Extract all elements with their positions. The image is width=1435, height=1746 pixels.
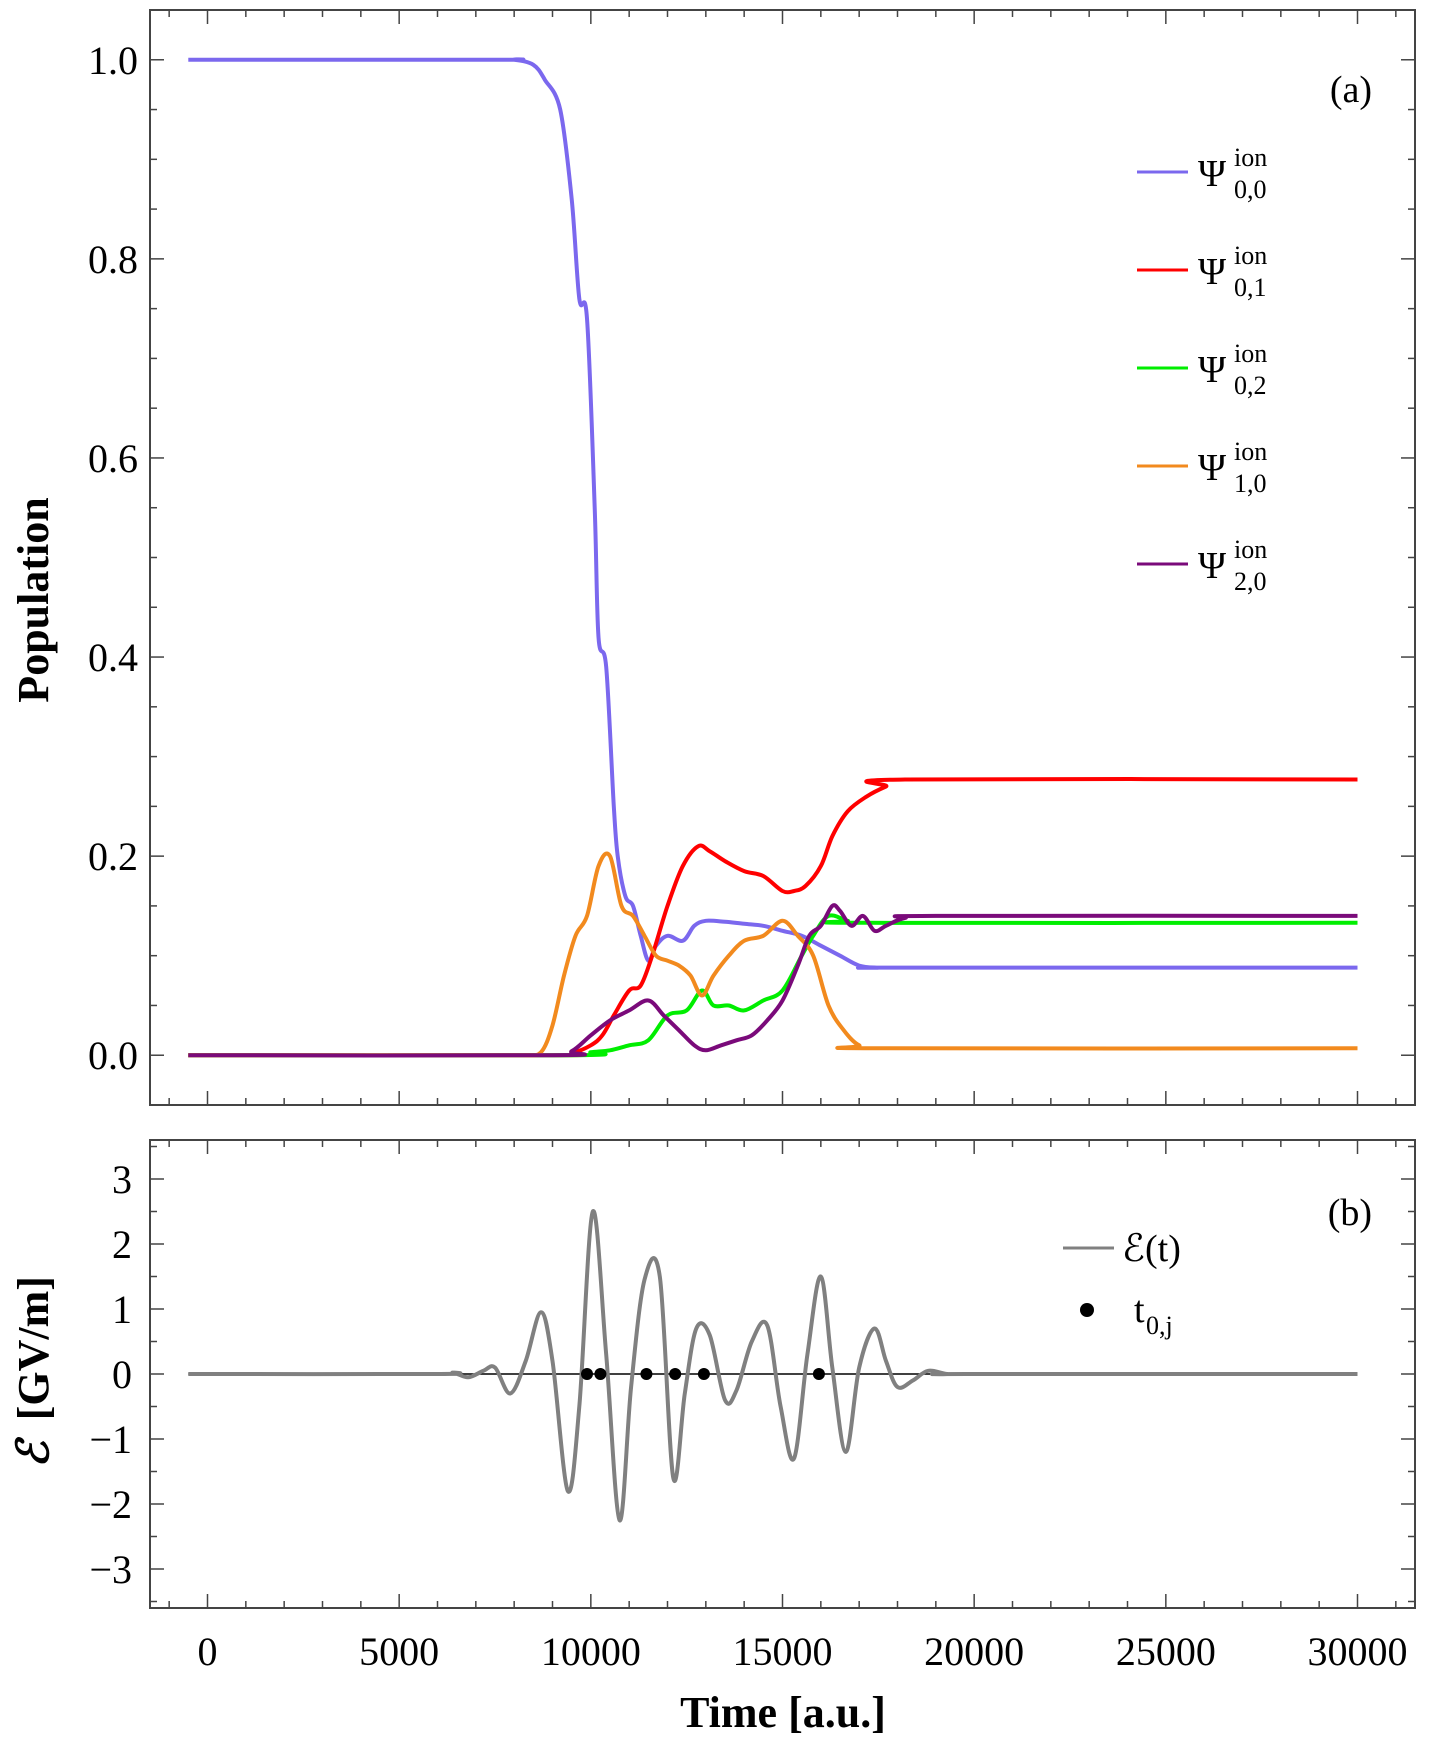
panel-a-series-line-2	[188, 913, 1358, 1058]
panel-b-ticks	[150, 1140, 1415, 1608]
panel-b-y-tick-label: 2	[112, 1222, 132, 1267]
panel-a-legend-sup: ion	[1234, 143, 1267, 172]
panel-a-legend-entry: Ψ	[1198, 251, 1226, 293]
panel-b-t0-point	[669, 1368, 682, 1380]
panel-b-legend-field-label: ℰ(t)	[1122, 1228, 1181, 1270]
panel-b-t0-point	[640, 1368, 653, 1380]
panel-a-y-tick-label: 0.0	[88, 1033, 138, 1078]
panel-a-y-tick-label: 0.6	[88, 436, 138, 481]
panel-b-y-axis-title: ℰ [GV/m]	[8, 1276, 59, 1468]
panel-b-y-tick-label: −3	[89, 1547, 132, 1592]
panel-b-x-tick-label: 5000	[359, 1629, 439, 1674]
panel-b-t0-point	[812, 1368, 825, 1380]
panel-a-label: (a)	[1330, 69, 1372, 111]
panel-b-x-tick-label: 0	[198, 1629, 218, 1674]
panel-b-label: (b)	[1328, 1192, 1372, 1234]
panel-b-series	[188, 1209, 1358, 1523]
panel-a-legend-sub: 2,0	[1234, 567, 1267, 596]
panel-a-legend-sup: ion	[1234, 437, 1267, 466]
panel-b: 3 2 1 0 −1 −2 −3 0 5000 10000 15000 20000 25000 3000…	[8, 1139, 1416, 1737]
panel-a-legend-sub: 0,0	[1234, 175, 1267, 204]
panel-b-x-tick-labels: 0 5000 10000 15000 20000 25000 30000	[198, 1629, 1408, 1674]
panel-b-x-tick-label: 15000	[733, 1629, 833, 1674]
panel-b-y-tick-label: −1	[89, 1417, 132, 1462]
panel-b-x-tick-label: 20000	[924, 1629, 1024, 1674]
panel-a-y-tick-label: 0.8	[88, 237, 138, 282]
panel-a-legend-entry: Ψ	[1198, 349, 1226, 391]
panel-b-y-axis-unit: [GV/m]	[9, 1276, 58, 1420]
panel-b-t0-point	[594, 1368, 607, 1380]
panel-b-x-tick-label: 10000	[541, 1629, 641, 1674]
panel-a-series-line-3	[188, 851, 1358, 1058]
panel-a-legend-sub: 1,0	[1234, 469, 1267, 498]
panel-a-legend-sup: ion	[1234, 339, 1267, 368]
panel-b-x-tick-label: 30000	[1308, 1629, 1408, 1674]
panel-b-points	[581, 1368, 825, 1380]
panel-b-y-tick-labels: 3 2 1 0 −1 −2 −3	[89, 1157, 132, 1592]
panel-b-y-tick-label: 1	[112, 1287, 132, 1332]
panel-a-series-line-0	[188, 57, 1358, 970]
panel-a-legend-sub: 0,1	[1234, 273, 1267, 302]
panel-b-y-tick-label: −2	[89, 1482, 132, 1527]
panel-b-legend: ℰ(t) t 0,j	[1063, 1228, 1181, 1340]
panel-b-y-tick-label: 0	[112, 1352, 132, 1397]
panel-a-legend-entry: Ψ	[1198, 153, 1226, 195]
panel-a-y-tick-label: 0.2	[88, 834, 138, 879]
panel-b-y-tick-label: 3	[112, 1157, 132, 1202]
panel-b-t0-point	[581, 1368, 593, 1380]
panel-b-field-line	[188, 1209, 1358, 1523]
panel-b-legend-point-sub: 0,j	[1146, 1311, 1173, 1340]
panel-b-legend-point-swatch	[1080, 1303, 1094, 1317]
panel-a-legend-entry: Ψ	[1198, 447, 1226, 489]
panel-a-series-line-1	[188, 776, 1358, 1058]
panel-a-ticks	[150, 10, 1415, 1105]
panel-a-legend-sup: ion	[1234, 535, 1267, 564]
panel-b-legend-point-label: t	[1134, 1289, 1145, 1331]
panel-a-legend-entry: Ψ	[1198, 545, 1226, 587]
panel-b-t0-point	[697, 1368, 710, 1380]
panel-a-legend-sup: ion	[1234, 241, 1267, 270]
panel-b-x-tick-label: 25000	[1116, 1629, 1216, 1674]
panel-a-series-line-4	[188, 903, 1358, 1058]
panel-a-legend-sub: 0,2	[1234, 371, 1267, 400]
panel-a-y-tick-label: 0.4	[88, 635, 138, 680]
panel-a-y-axis-title: Population	[9, 497, 58, 702]
panel-a-y-tick-label: 1.0	[88, 38, 138, 83]
panel-b-x-axis-title: Time [a.u.]	[680, 1688, 886, 1737]
panel-a-y-tick-labels: 0.0 0.2 0.4 0.6 0.8 1.0	[88, 38, 138, 1078]
panel-b-y-axis-symbol: ℰ	[8, 1436, 59, 1468]
panel-a-series	[188, 57, 1358, 1058]
